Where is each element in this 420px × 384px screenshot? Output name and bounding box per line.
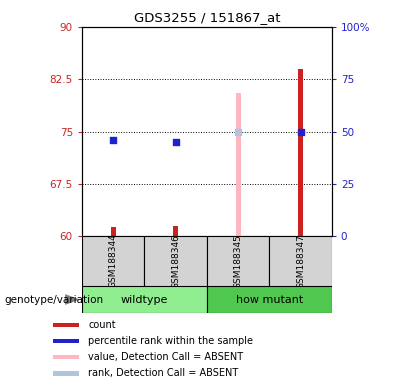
Text: rank, Detection Call = ABSENT: rank, Detection Call = ABSENT [88, 368, 239, 378]
Polygon shape [65, 294, 80, 305]
Title: GDS3255 / 151867_at: GDS3255 / 151867_at [134, 11, 280, 24]
Text: wildtype: wildtype [121, 295, 168, 305]
Bar [269, 236, 332, 286]
Bar [298, 69, 303, 236]
Bar [110, 227, 116, 236]
Bar [53, 323, 79, 327]
Text: value, Detection Call = ABSENT: value, Detection Call = ABSENT [88, 352, 243, 362]
Bar [82, 286, 207, 313]
Point [172, 139, 179, 145]
Text: GSM188347: GSM188347 [296, 234, 305, 288]
Bar [53, 371, 79, 376]
Bar [236, 93, 241, 236]
Text: count: count [88, 320, 116, 330]
Bar [53, 339, 79, 343]
Text: percentile rank within the sample: percentile rank within the sample [88, 336, 253, 346]
Bar [207, 286, 332, 313]
Text: GSM188345: GSM188345 [234, 234, 243, 288]
Bar [53, 355, 79, 359]
Text: GSM188346: GSM188346 [171, 234, 180, 288]
Point [297, 128, 304, 135]
Point [110, 137, 116, 143]
Point [235, 128, 242, 135]
Bar [207, 236, 269, 286]
Text: GSM188344: GSM188344 [109, 234, 118, 288]
Bar [144, 236, 207, 286]
Text: how mutant: how mutant [236, 295, 303, 305]
Bar [82, 236, 144, 286]
Text: genotype/variation: genotype/variation [4, 295, 103, 305]
Bar [173, 226, 178, 236]
